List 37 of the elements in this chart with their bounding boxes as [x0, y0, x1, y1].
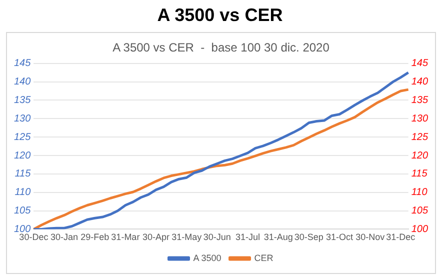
y-tick-label: 125: [14, 132, 32, 143]
y2-tick-label: 100: [411, 224, 428, 235]
x-tick-label: 30-Jan: [50, 232, 78, 242]
y-tick-label: 110: [14, 187, 32, 198]
x-tick-label: 30-Jun: [203, 232, 231, 242]
y-tick-label: 115: [14, 168, 32, 180]
y2-tick-label: 140: [411, 76, 428, 88]
x-tick-label: 30-Dec: [19, 232, 49, 242]
legend-label: CER: [254, 252, 274, 263]
y-tick-label: 140: [14, 76, 32, 88]
y-tick-label: 145: [14, 58, 32, 70]
y2-tick-label: 135: [411, 95, 428, 106]
y-tick-label: 135: [14, 95, 32, 106]
x-tick-label: 31-Aug: [264, 232, 293, 242]
x-tick-label: 31-Mar: [111, 232, 140, 242]
x-tick-label: 30-Nov: [356, 232, 386, 242]
y2-tick-label: 105: [411, 206, 428, 217]
x-tick-label: 31-Oct: [326, 232, 354, 242]
legend-label: A 3500: [193, 252, 222, 263]
x-tick-label: 30-Sep: [294, 232, 324, 242]
y2-tick-label: 110: [411, 187, 428, 198]
chart-title: A 3500 vs CER: [156, 4, 284, 27]
y-tick-label: 130: [14, 113, 32, 124]
y2-tick-label: 115: [411, 168, 428, 180]
x-tick-label: 30-Apr: [142, 232, 170, 242]
x-tick-label: 31-May: [172, 232, 202, 242]
y-tick-label: 105: [14, 206, 32, 217]
chart-subtitle: A 3500 vs CER - base 100 30 dic. 2020: [112, 40, 330, 55]
y-tick-label: 120: [14, 150, 32, 162]
y2-tick-label: 130: [411, 113, 428, 124]
y2-tick-label: 125: [411, 132, 428, 143]
y2-tick-label: 145: [411, 58, 428, 70]
x-tick-label: 31-Dec: [386, 232, 416, 242]
y2-tick-label: 120: [411, 150, 428, 162]
x-tick-label: 29-Feb: [80, 232, 110, 242]
y-tick-label: 100: [14, 224, 32, 235]
x-tick-label: 31-Jul: [236, 232, 260, 242]
